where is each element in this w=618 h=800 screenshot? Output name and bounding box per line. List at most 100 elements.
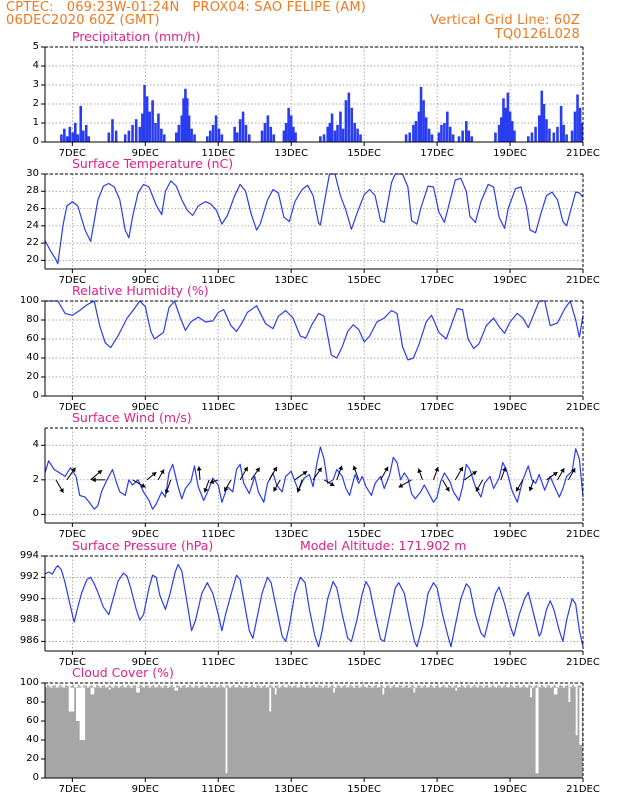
cloud-cover-bar — [103, 685, 106, 688]
cloud-cover-bar — [176, 685, 179, 688]
cloud-cover-bar — [444, 686, 447, 688]
precip-bar — [408, 132, 412, 142]
panel-5-xtick-label: 7DEC — [58, 657, 87, 668]
cloud-cover-bar — [276, 685, 279, 688]
wind-vector-head — [272, 466, 277, 472]
cloud-cover-bar — [283, 687, 286, 688]
precip-bar — [440, 124, 443, 142]
panel-6-xtick-label: 15DEC — [347, 784, 381, 795]
precip-bar — [319, 136, 322, 142]
cloud-cover-bar — [258, 685, 261, 688]
panel-3-xtick-label: 19DEC — [493, 402, 527, 413]
cloud-cover-bar — [139, 684, 142, 688]
cloud-cover-bar — [539, 687, 542, 688]
cloud-cover-bar — [274, 685, 277, 688]
panel-4-xtick-label: 13DEC — [274, 529, 309, 540]
cloud-cover-bar — [52, 685, 55, 688]
wind-vector-head — [159, 469, 165, 475]
cloud-cover-bar — [484, 685, 487, 688]
cloud-cover-bar — [45, 687, 47, 688]
cloud-cover-bar — [520, 686, 523, 688]
panel-6-xtick-label: 21DEC — [566, 784, 600, 795]
cloud-cover-bar — [187, 686, 190, 688]
precip-bar — [217, 128, 221, 142]
panel-1-ytick-label: 1 — [32, 117, 39, 128]
precip-bar — [76, 134, 80, 142]
wind-vector-head — [472, 471, 477, 476]
cloud-cover-bar — [207, 685, 210, 688]
wind-vector-head — [528, 486, 534, 492]
cloud-cover-bar — [373, 685, 376, 688]
wind-vector-head — [97, 470, 103, 475]
wind-vector-head — [59, 488, 64, 493]
wind-vector-head — [552, 472, 558, 477]
panel-6-xtick-label: 19DEC — [493, 784, 527, 795]
panel-6-xtick-label: 7DEC — [58, 784, 87, 795]
precip-bar — [180, 115, 184, 142]
panel-5-ytick-label: 988 — [19, 614, 39, 626]
cloud-cover-bar — [267, 686, 270, 688]
cloud-cover-bar — [114, 685, 117, 688]
cloud-cover-bar — [480, 686, 483, 688]
cloud-cover-bar — [398, 685, 401, 688]
cloud-cover-gap — [225, 687, 228, 774]
cloud-cover-bar — [57, 686, 60, 688]
cloud-cover-bar — [391, 686, 394, 688]
panel-5-ytick-label: 992 — [19, 571, 39, 583]
cloud-cover-bar — [475, 687, 478, 688]
precip-bar — [322, 134, 326, 142]
cloud-cover-bar — [411, 684, 414, 688]
precip-bar — [233, 126, 236, 142]
cloud-cover-bar — [486, 685, 489, 688]
precip-bar — [145, 96, 149, 142]
cloud-cover-bar — [194, 685, 197, 688]
cloud-cover-bar — [132, 685, 135, 688]
cloud-cover-bar — [382, 686, 385, 688]
cloud-cover-bar — [493, 686, 496, 688]
cloud-cover-bar — [227, 685, 230, 688]
cloud-cover-gap — [79, 687, 86, 740]
precip-bar — [556, 126, 559, 142]
wind-vector-head — [302, 471, 308, 476]
cloud-cover-bar — [243, 685, 246, 688]
cloud-cover-bar — [158, 684, 160, 688]
cloud-cover-gap — [333, 687, 335, 693]
precip-bar — [341, 128, 345, 142]
cloud-cover-bar — [305, 685, 308, 688]
cloud-cover-bar — [125, 687, 128, 688]
wind-vector-head — [164, 489, 170, 494]
cloud-cover-bar — [147, 685, 149, 688]
cloud-cover-area — [45, 687, 583, 778]
cloud-cover-bar — [522, 684, 525, 688]
precip-bar — [506, 92, 510, 142]
precip-bar — [79, 105, 83, 142]
precip-bar — [138, 126, 142, 142]
wind-vector-head — [445, 486, 450, 492]
cloud-cover-bar — [429, 684, 432, 688]
cloud-cover-bar — [134, 685, 137, 688]
precip-bar — [65, 136, 69, 142]
cloud-cover-bar — [530, 685, 532, 688]
series-line — [45, 300, 584, 361]
precip-bar — [457, 136, 461, 142]
precip-bar — [263, 123, 267, 142]
cloud-cover-bar — [231, 686, 233, 688]
cloud-cover-bar — [121, 684, 124, 688]
panel-2-xtick-label: 11DEC — [201, 275, 236, 286]
cloud-cover-bar — [293, 685, 295, 688]
cloud-cover-bar — [159, 686, 162, 688]
precip-bar — [266, 115, 270, 142]
panel-2-ytick-label: 28 — [26, 185, 39, 197]
cloud-cover-bar — [138, 686, 140, 688]
precip-bar — [508, 111, 512, 142]
precip-bar — [545, 119, 548, 142]
precip-bar — [446, 111, 449, 142]
panel-5-xtick-label: 21DEC — [566, 657, 600, 668]
precip-bar — [294, 132, 297, 142]
cloud-cover-bar — [234, 687, 237, 688]
cloud-cover-bar — [349, 684, 352, 688]
precip-bar — [244, 124, 248, 142]
precip-bar — [211, 124, 215, 142]
cloud-cover-bar — [437, 685, 439, 688]
